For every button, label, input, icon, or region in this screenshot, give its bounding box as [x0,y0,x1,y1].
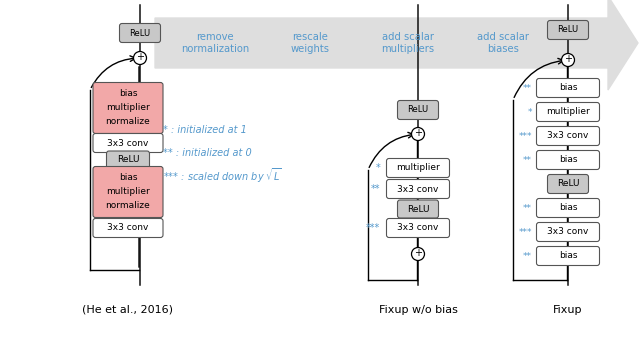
Circle shape [561,54,575,66]
FancyBboxPatch shape [387,218,449,238]
FancyBboxPatch shape [536,126,600,146]
FancyBboxPatch shape [93,83,163,133]
FancyBboxPatch shape [547,21,589,40]
Text: +: + [564,55,572,64]
Text: bias: bias [559,84,577,92]
FancyBboxPatch shape [120,23,161,42]
FancyBboxPatch shape [536,198,600,217]
Text: normalize: normalize [106,118,150,126]
Text: bias: bias [559,155,577,164]
Text: ReLU: ReLU [557,26,579,35]
FancyBboxPatch shape [106,151,150,169]
FancyBboxPatch shape [93,218,163,238]
Text: 3x3 conv: 3x3 conv [397,224,438,232]
Circle shape [412,247,424,260]
Text: ***: *** [365,223,380,233]
Text: 3x3 conv: 3x3 conv [108,139,148,147]
Text: *: * [375,163,380,173]
Text: **: ** [523,84,532,92]
FancyBboxPatch shape [547,175,589,194]
FancyBboxPatch shape [387,159,449,177]
Text: add scalar
multipliers: add scalar multipliers [381,32,435,54]
Text: ReLU: ReLU [116,155,140,164]
Text: 3x3 conv: 3x3 conv [547,228,589,237]
FancyBboxPatch shape [536,223,600,241]
FancyBboxPatch shape [387,180,449,198]
Text: +: + [414,248,422,259]
Text: multiplier: multiplier [106,104,150,112]
Text: ***: *** [518,132,532,140]
Text: ReLU: ReLU [129,28,150,37]
Text: Fixup w/o bias: Fixup w/o bias [379,305,458,315]
Text: multiplier: multiplier [546,107,590,117]
Text: ReLU: ReLU [407,204,429,214]
Text: normalize: normalize [106,202,150,210]
Text: **: ** [523,252,532,260]
Text: ** : initialized at 0: ** : initialized at 0 [163,148,252,158]
Text: ReLU: ReLU [557,180,579,189]
Circle shape [412,127,424,140]
Text: 3x3 conv: 3x3 conv [547,132,589,140]
FancyBboxPatch shape [536,78,600,98]
Text: add scalar
biases: add scalar biases [477,32,529,54]
Text: multiplier: multiplier [396,163,440,173]
FancyBboxPatch shape [93,133,163,153]
FancyBboxPatch shape [536,103,600,121]
Text: +: + [136,52,144,63]
Text: ***: *** [518,228,532,237]
Text: rescale
weights: rescale weights [291,32,330,54]
Text: 3x3 conv: 3x3 conv [108,224,148,232]
Text: remove
normalization: remove normalization [181,32,249,54]
Text: bias: bias [119,174,137,182]
Text: bias: bias [559,252,577,260]
Text: **: ** [371,184,380,194]
Text: bias: bias [119,90,137,98]
Text: * : initialized at 1: * : initialized at 1 [163,125,247,135]
Polygon shape [155,0,638,90]
FancyBboxPatch shape [536,150,600,169]
Text: *** : scaled down by $\sqrt{L}$: *** : scaled down by $\sqrt{L}$ [163,167,282,185]
Text: 3x3 conv: 3x3 conv [397,184,438,194]
Text: *: * [527,107,532,117]
Text: **: ** [523,155,532,164]
FancyBboxPatch shape [536,246,600,266]
FancyBboxPatch shape [397,100,438,119]
Circle shape [134,51,147,64]
FancyBboxPatch shape [93,167,163,217]
Text: (He et al., 2016): (He et al., 2016) [83,305,173,315]
Text: ReLU: ReLU [408,105,429,114]
Text: +: + [414,128,422,139]
Text: Fixup: Fixup [553,305,583,315]
Text: multiplier: multiplier [106,188,150,196]
Text: **: ** [523,203,532,212]
Text: bias: bias [559,203,577,212]
FancyBboxPatch shape [397,200,438,218]
